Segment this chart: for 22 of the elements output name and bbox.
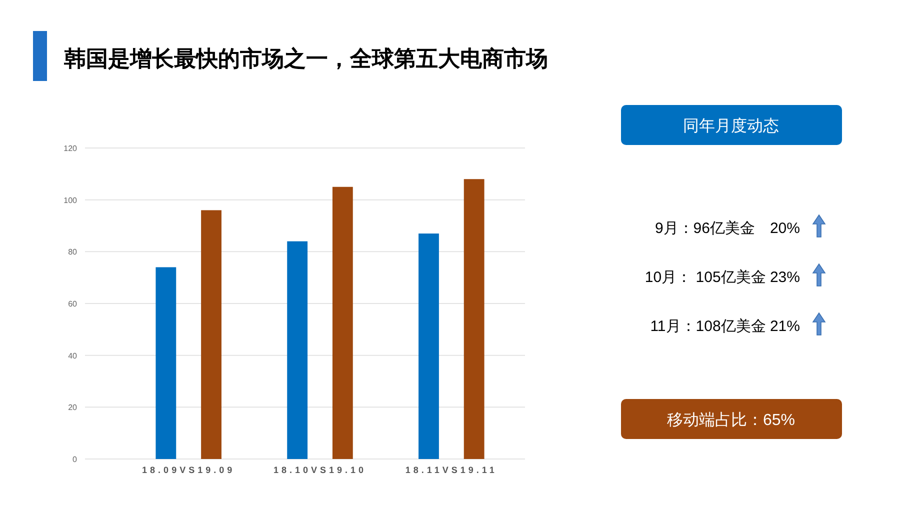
text: 移动端占比：65% xyxy=(666,411,796,429)
y-tick-label: 20 xyxy=(68,403,78,412)
y-tick-label: 60 xyxy=(68,300,78,308)
y-tick-label: 80 xyxy=(68,248,78,257)
text: 同年月度动态 xyxy=(683,117,779,135)
bar xyxy=(464,179,484,459)
x-tick-label: 18.11VS19.11 xyxy=(405,465,498,475)
bar xyxy=(156,267,176,459)
x-tick-label: 18.09VS19.09 xyxy=(142,465,236,475)
bar xyxy=(418,234,439,459)
y-tick-label: 40 xyxy=(68,351,78,360)
x-tick-label: 18.10VS19.10 xyxy=(273,465,367,475)
y-tick-label: 0 xyxy=(72,455,78,464)
text: 10月： 105亿美金 23% xyxy=(644,269,800,286)
chart-title: 韩国是增长最快的市场之一，全球第五大电商市场 xyxy=(63,46,548,71)
text: 11月：108亿美金 21% xyxy=(650,318,800,335)
bar xyxy=(287,241,308,459)
text: 9月：96亿美金 20% xyxy=(654,220,800,237)
bar xyxy=(332,186,353,459)
bar xyxy=(201,210,222,459)
y-tick-label: 120 xyxy=(64,144,78,153)
y-tick-label: 100 xyxy=(64,196,78,205)
